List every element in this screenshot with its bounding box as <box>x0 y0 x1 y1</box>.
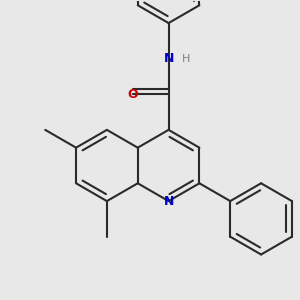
Text: N: N <box>164 52 174 65</box>
Text: N: N <box>164 195 174 208</box>
Text: H: H <box>182 54 190 64</box>
Text: O: O <box>128 88 138 101</box>
